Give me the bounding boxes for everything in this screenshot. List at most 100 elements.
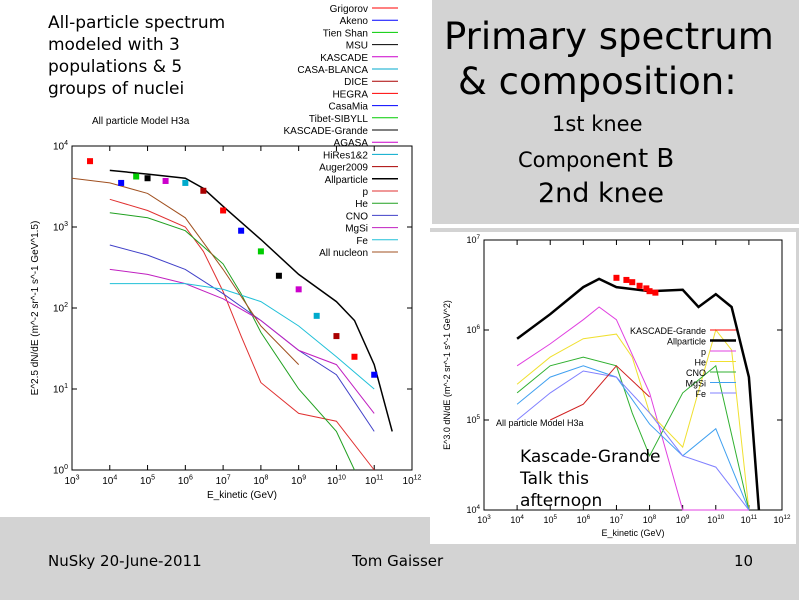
legend-entry: MgSi	[345, 224, 368, 235]
x-tick-label: 103	[477, 514, 491, 525]
chart-title: All particle Model H3a	[92, 116, 190, 127]
y-tick-label: 101	[53, 383, 68, 396]
series-line	[516, 356, 750, 511]
data-point	[200, 187, 207, 194]
slide-title: Primary spectrum & composition:	[444, 14, 774, 104]
data-point	[295, 286, 302, 293]
data-point	[118, 179, 125, 186]
y-tick-label: 106	[466, 324, 480, 335]
x-tick-label: 104	[510, 514, 524, 525]
series-line	[109, 212, 355, 471]
data-point	[636, 282, 643, 289]
series-line	[109, 244, 375, 432]
data-point	[629, 279, 636, 286]
data-point	[643, 285, 650, 292]
caption-line: All-particle spectrum	[48, 13, 226, 33]
subtitle-part: ent B	[605, 144, 675, 174]
title-line: Primary spectrum	[444, 15, 774, 58]
left-spectrum-chart: 103 104 105 106 107 108 109 1010 1011 1012 100 101 1…	[30, 4, 422, 501]
series-line	[516, 277, 761, 511]
x-tick-label: 107	[216, 475, 231, 488]
legend-entry: Allparticle	[325, 175, 369, 186]
title-panel	[432, 0, 799, 224]
data-point	[371, 371, 378, 378]
x-tick-label: 109	[676, 514, 690, 525]
legend-entry: Akeno	[340, 16, 369, 27]
series-line	[516, 370, 750, 511]
data-point	[87, 158, 94, 165]
y-tick-label: 107	[466, 234, 480, 245]
x-tick-label: 108	[253, 475, 268, 488]
y-tick-label: 100	[53, 464, 68, 477]
caption-line: modeled with 3	[48, 35, 180, 55]
series-line	[109, 283, 375, 390]
legend-entry: Auger2009	[319, 163, 368, 174]
data-point	[133, 173, 140, 180]
legend-entry: Tibet-SIBYLL	[309, 114, 369, 125]
legend-entry: CasaMia	[329, 102, 369, 113]
x-tick-label: 107	[610, 514, 624, 525]
data-point	[275, 272, 282, 279]
x-tick-label: 106	[178, 475, 193, 488]
x-tick-label: 1010	[707, 514, 725, 525]
legend-entry: HiRes1&2	[323, 150, 368, 161]
subtitle-line-2: Component B	[518, 144, 674, 174]
data-point	[238, 227, 245, 234]
series-line	[109, 268, 375, 414]
series-line	[109, 169, 393, 432]
talk-note: Kascade-Grande Talk this afternoon	[520, 446, 661, 512]
y-tick-label: 104	[53, 140, 68, 153]
x-tick-label: 104	[102, 475, 117, 488]
caption-line: populations & 5	[48, 57, 183, 77]
title-line: & composition:	[458, 60, 737, 103]
legend-entry: AGASA	[334, 138, 369, 149]
legend-entry: Fe	[695, 389, 706, 399]
x-tick-label: 105	[140, 475, 155, 488]
legend-entry: Allparticle	[667, 337, 706, 347]
legend-entry: KASCADE	[320, 53, 368, 64]
x-tick-label: 105	[543, 514, 557, 525]
plot-frame	[71, 145, 413, 471]
legend-entry: MSU	[346, 41, 368, 52]
data-point	[333, 333, 340, 340]
data-point	[162, 177, 169, 184]
caption-line: groups of nuclei	[48, 79, 185, 99]
note-line: Talk this	[520, 469, 589, 489]
legend-entry: KASCADE-Grande	[284, 126, 369, 137]
legend-entry: p	[362, 187, 368, 198]
note-line: Kascade-Grande	[520, 447, 661, 467]
series-line	[549, 365, 650, 421]
left-caption: All-particle spectrum modeled with 3 pop…	[48, 12, 225, 100]
legend-entry: All nucleon	[319, 248, 368, 259]
series-line	[516, 306, 749, 511]
legend-entry: Fe	[356, 236, 368, 247]
series-line	[109, 198, 375, 471]
x-tick-label: 1012	[403, 475, 422, 488]
legend-entry: He	[355, 199, 368, 210]
x-tick-label: 106	[577, 514, 591, 525]
note-line: afternoon	[520, 491, 603, 511]
y-tick-label: 105	[466, 414, 480, 425]
data-point	[220, 207, 227, 214]
y-tick-label: 102	[53, 302, 68, 315]
y-tick-label: 103	[53, 221, 68, 234]
legend-entry: HEGRA	[332, 89, 368, 100]
legend-entry: CNO	[346, 211, 368, 222]
data-point	[613, 274, 620, 281]
footer-author: Tom Gaisser	[352, 552, 444, 570]
x-tick-label: 108	[643, 514, 657, 525]
data-point	[313, 312, 320, 319]
x-axis-label: E_kinetic (GeV)	[207, 490, 277, 501]
legend-entry: Tien Shan	[323, 28, 368, 39]
data-point	[144, 175, 151, 182]
right-spectrum-chart: 103 104 105 106 107 108 109 1010 1011 10121041051…	[442, 234, 791, 538]
subtitle-part: Compon	[518, 148, 606, 172]
data-point	[182, 179, 189, 186]
legend-entry: CNO	[686, 368, 706, 378]
x-tick-label: 1011	[741, 514, 758, 525]
page-number: 10	[734, 552, 754, 570]
x-tick-label: 109	[291, 475, 306, 488]
left-chart-panel: 103 104 105 106 107 108 109 1010 1011 1012 100 101 1…	[0, 0, 430, 517]
series-line	[71, 177, 300, 365]
x-tick-label: 103	[64, 475, 79, 488]
